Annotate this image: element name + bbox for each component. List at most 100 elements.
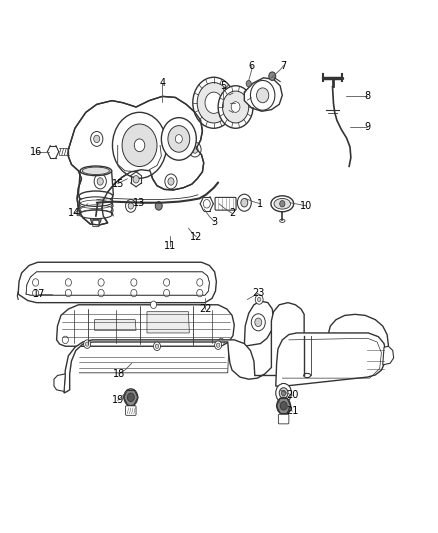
Circle shape (124, 389, 138, 406)
Circle shape (131, 289, 137, 297)
Circle shape (282, 390, 286, 395)
Ellipse shape (79, 210, 113, 219)
Circle shape (255, 318, 262, 327)
Circle shape (168, 126, 190, 152)
Circle shape (257, 88, 269, 103)
Circle shape (155, 344, 159, 349)
Text: 6: 6 (249, 61, 255, 70)
Circle shape (165, 174, 177, 189)
Circle shape (85, 342, 89, 346)
Text: 9: 9 (364, 122, 371, 132)
Circle shape (197, 279, 203, 286)
Circle shape (218, 338, 224, 346)
Text: 12: 12 (190, 232, 202, 242)
Polygon shape (57, 305, 234, 346)
Circle shape (32, 289, 39, 297)
Ellipse shape (271, 196, 293, 212)
Text: 21: 21 (286, 406, 299, 416)
Circle shape (65, 289, 71, 297)
Circle shape (155, 201, 162, 210)
Circle shape (241, 198, 248, 207)
Circle shape (197, 83, 230, 123)
Circle shape (269, 72, 276, 80)
Polygon shape (244, 78, 283, 111)
Text: 5: 5 (220, 81, 226, 91)
Ellipse shape (274, 198, 290, 209)
FancyBboxPatch shape (93, 220, 99, 227)
Text: 22: 22 (199, 304, 211, 314)
Polygon shape (383, 346, 394, 365)
Circle shape (84, 340, 91, 349)
Circle shape (91, 132, 103, 147)
Circle shape (168, 177, 174, 185)
Circle shape (258, 297, 261, 302)
Ellipse shape (79, 197, 113, 206)
FancyBboxPatch shape (126, 406, 136, 415)
Circle shape (216, 343, 220, 348)
Ellipse shape (280, 219, 285, 222)
Circle shape (237, 194, 251, 211)
Circle shape (215, 341, 222, 350)
Text: 15: 15 (112, 179, 124, 189)
Circle shape (203, 199, 210, 208)
Circle shape (131, 279, 137, 286)
Circle shape (189, 142, 201, 157)
Text: 13: 13 (134, 198, 146, 208)
Circle shape (62, 336, 68, 344)
Polygon shape (276, 333, 386, 386)
Circle shape (279, 387, 288, 398)
Polygon shape (147, 312, 189, 333)
Polygon shape (244, 301, 274, 346)
Circle shape (192, 146, 198, 154)
Text: 3: 3 (212, 217, 218, 227)
Circle shape (133, 175, 139, 183)
Circle shape (246, 80, 251, 87)
Polygon shape (68, 96, 204, 225)
Text: 1: 1 (258, 199, 264, 209)
Ellipse shape (304, 373, 311, 377)
Circle shape (98, 289, 104, 297)
Circle shape (231, 102, 240, 112)
Circle shape (205, 92, 223, 114)
Text: 19: 19 (112, 395, 124, 406)
Circle shape (161, 118, 196, 160)
Circle shape (251, 80, 275, 110)
FancyBboxPatch shape (215, 197, 236, 210)
Circle shape (98, 279, 104, 286)
Circle shape (276, 383, 291, 402)
Text: 23: 23 (252, 288, 265, 298)
Circle shape (94, 174, 106, 189)
Circle shape (65, 279, 71, 286)
Circle shape (91, 212, 101, 225)
Text: 10: 10 (300, 201, 312, 211)
Text: 18: 18 (113, 369, 125, 379)
Polygon shape (64, 303, 389, 393)
Circle shape (197, 289, 203, 297)
Circle shape (218, 86, 253, 128)
Circle shape (223, 91, 249, 123)
Polygon shape (18, 262, 216, 303)
Text: 7: 7 (280, 61, 287, 70)
Circle shape (128, 203, 134, 209)
Text: 11: 11 (164, 241, 176, 251)
Text: 17: 17 (33, 289, 45, 299)
Circle shape (175, 135, 182, 143)
Text: 20: 20 (286, 390, 299, 400)
Circle shape (127, 393, 134, 401)
Ellipse shape (82, 167, 110, 174)
Ellipse shape (80, 166, 112, 175)
Circle shape (193, 77, 235, 128)
Text: 8: 8 (364, 91, 371, 101)
Circle shape (280, 200, 285, 207)
Ellipse shape (79, 191, 113, 201)
Circle shape (163, 289, 170, 297)
Circle shape (32, 279, 39, 286)
Circle shape (113, 112, 166, 178)
Circle shape (251, 314, 265, 331)
Polygon shape (95, 320, 136, 330)
Circle shape (153, 342, 160, 351)
Circle shape (126, 199, 136, 212)
Circle shape (255, 295, 263, 304)
Circle shape (134, 139, 145, 152)
Text: 14: 14 (68, 208, 80, 219)
